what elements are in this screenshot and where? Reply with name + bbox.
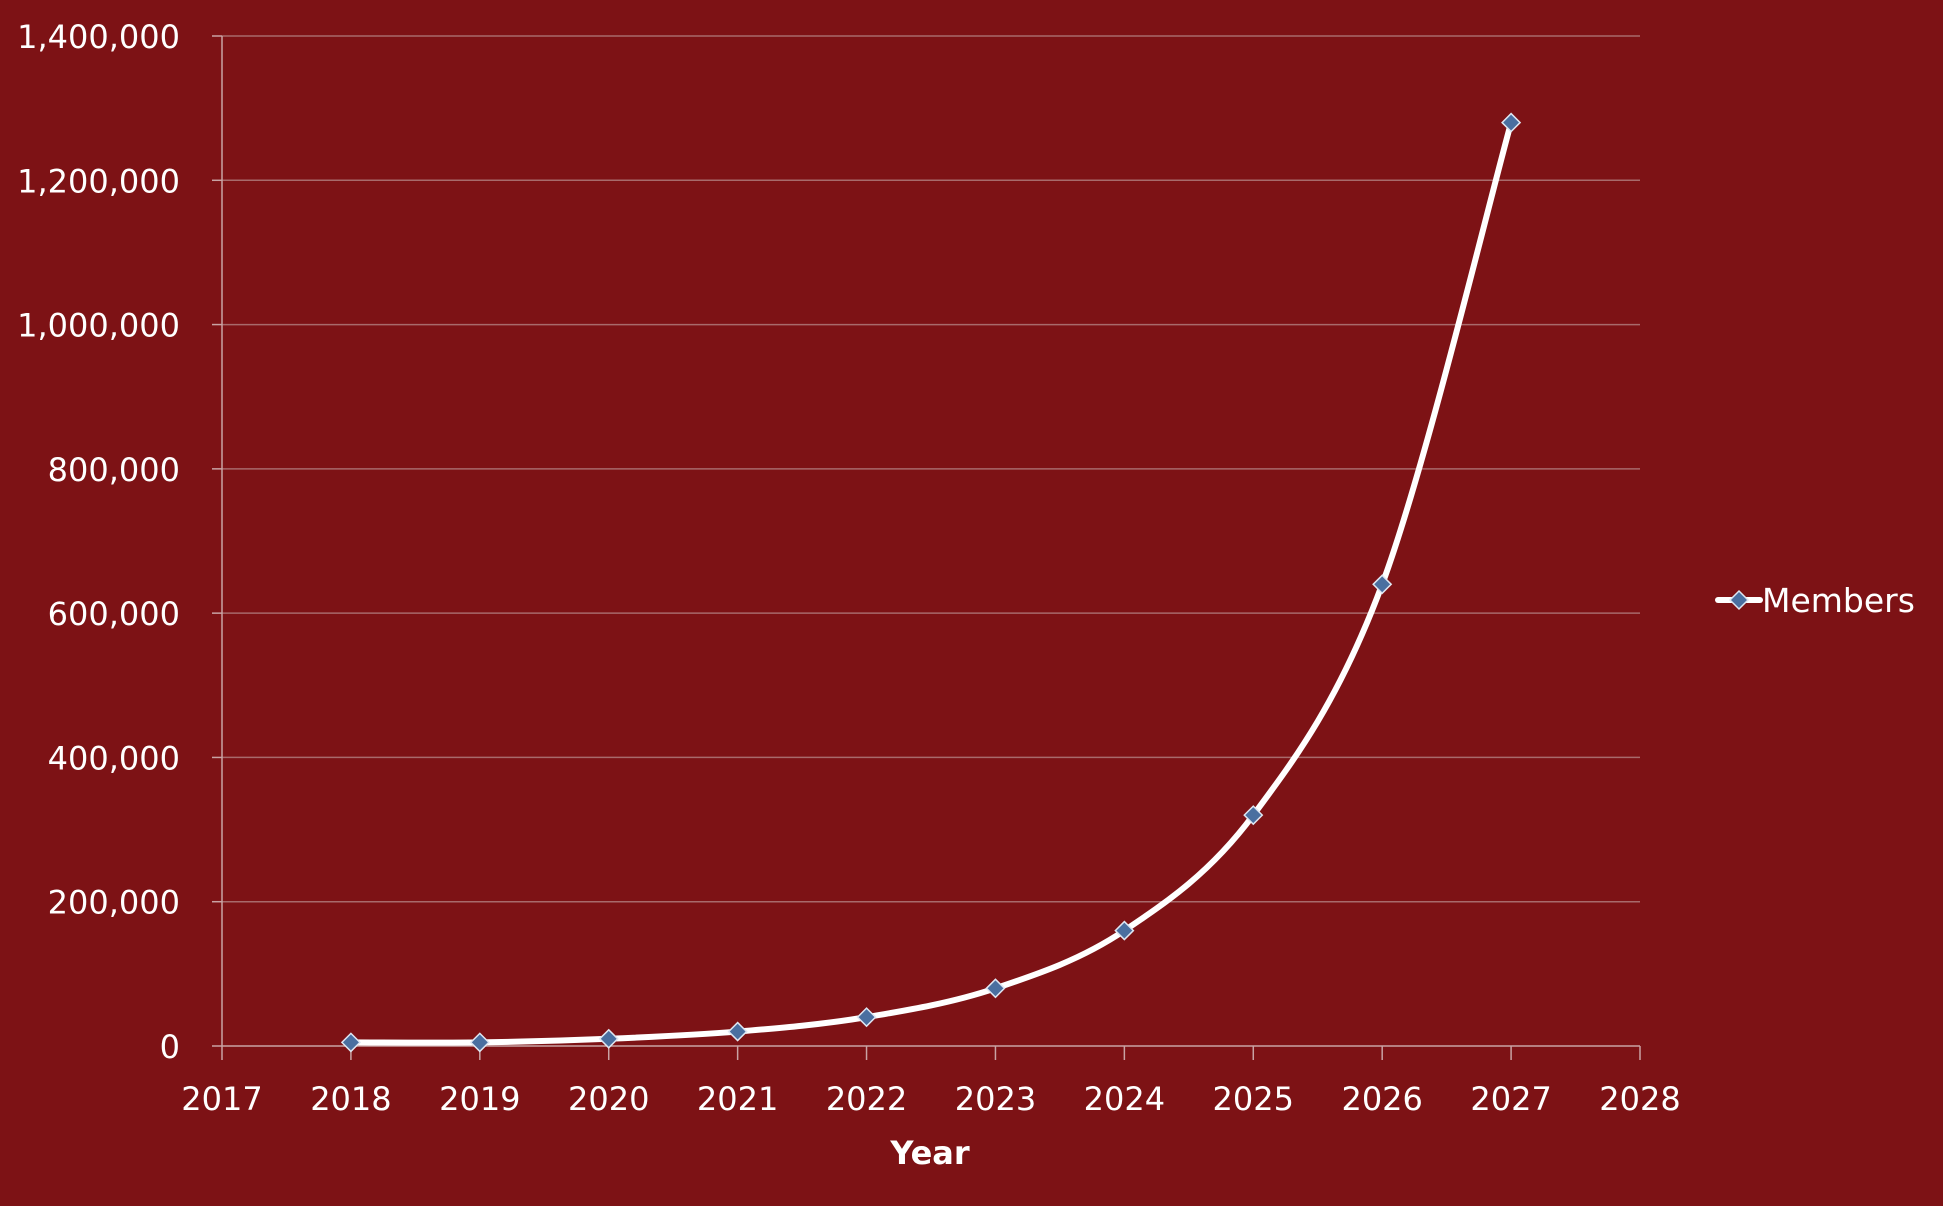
legend: Members (1715, 581, 1915, 620)
y-tick-label-3: 600,000 (48, 595, 180, 633)
y-tick-label-4: 800,000 (48, 451, 180, 489)
data-point-2025 (1243, 805, 1264, 826)
x-tick-label-2026: 2026 (1341, 1080, 1422, 1118)
data-point-2021 (727, 1021, 748, 1042)
x-tick-label-2024: 2024 (1084, 1080, 1165, 1118)
y-tick-label-2: 400,000 (48, 739, 180, 777)
data-point-2019 (469, 1032, 490, 1053)
gridlines (222, 35, 1640, 903)
y-tick-label-5: 1,000,000 (17, 307, 180, 345)
legend-label-members: Members (1762, 581, 1915, 620)
x-tick-label-2017: 2017 (181, 1080, 262, 1118)
x-tick-label-2027: 2027 (1470, 1080, 1551, 1118)
data-point-2018 (340, 1032, 361, 1053)
x-tick-label-2023: 2023 (955, 1080, 1036, 1118)
x-tick-label-2028: 2028 (1599, 1080, 1680, 1118)
data-point-2020 (598, 1028, 619, 1049)
y-tick-label-1: 200,000 (48, 884, 180, 922)
y-tick-label-0: 0 (160, 1028, 180, 1066)
data-point-2024 (1114, 920, 1135, 941)
data-point-2026 (1372, 574, 1393, 595)
x-tick-label-2021: 2021 (697, 1080, 778, 1118)
axes (212, 35, 1641, 1060)
y-tick-label-6: 1,200,000 (17, 162, 180, 200)
data-point-2023 (985, 978, 1006, 999)
x-tick-label-2020: 2020 (568, 1080, 649, 1118)
y-tick-labels: 0 200,000 400,000 600,000 800,000 1,000,000 1,… (17, 18, 180, 1066)
x-tick-label-2022: 2022 (826, 1080, 907, 1118)
data-point-2022 (856, 1007, 877, 1028)
x-tick-label-2025: 2025 (1213, 1080, 1294, 1118)
x-tick-label-2019: 2019 (439, 1080, 520, 1118)
x-tick-labels: 2017 2018 2019 2020 2021 2022 2023 2024 2025 2026… (181, 1080, 1680, 1118)
y-tick-label-7: 1,400,000 (17, 18, 180, 56)
legend-diamond-icon (1728, 589, 1750, 611)
data-point-2027 (1501, 112, 1522, 133)
series-layer (340, 112, 1522, 1053)
x-tick-label-2018: 2018 (310, 1080, 391, 1118)
x-axis-title: Year (889, 1134, 970, 1172)
